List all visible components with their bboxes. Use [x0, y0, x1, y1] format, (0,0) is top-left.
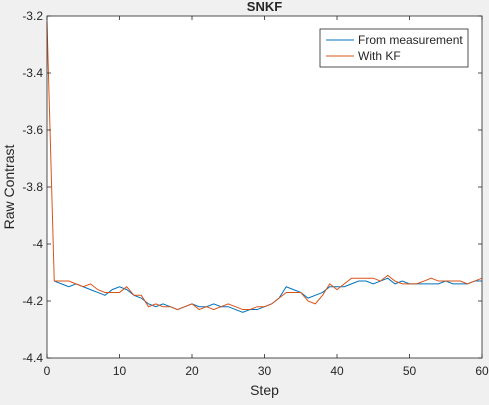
x-tick-label: 60 [475, 364, 489, 378]
x-tick-label: 0 [44, 364, 51, 378]
y-tick-label: -4.4 [22, 351, 43, 365]
legend: From measurement With KF [319, 28, 469, 68]
chart-title: SNKF [247, 0, 282, 14]
ticks-layer: 0 10 20 30 40 50 60 -4.4 -4.2 -4 -3.8 -3.6 -3.4 -3.2 [22, 9, 489, 378]
series-line-1 [46, 21, 483, 311]
y-tick-label: -4.2 [22, 294, 43, 308]
y-tick-label: -4 [32, 237, 43, 251]
x-tick-label: 50 [403, 364, 417, 378]
x-tick-label: 20 [185, 364, 199, 378]
x-tick-label: 30 [258, 364, 272, 378]
legend-label-0: From measurement [358, 33, 463, 47]
y-tick-label: -3.6 [22, 123, 43, 137]
y-tick-label: -3.2 [22, 9, 43, 23]
legend-label-1: With KF [358, 49, 401, 63]
series-layer [46, 21, 483, 313]
y-axis-label: Raw Contrast [1, 144, 17, 229]
x-tick-label: 40 [330, 364, 344, 378]
legend-box [319, 28, 469, 68]
x-tick-label: 10 [113, 364, 127, 378]
y-tick-label: -3.4 [22, 66, 43, 80]
x-axis-label: Step [250, 382, 279, 398]
plot-area [47, 16, 482, 358]
y-tick-label: -3.8 [22, 180, 43, 194]
